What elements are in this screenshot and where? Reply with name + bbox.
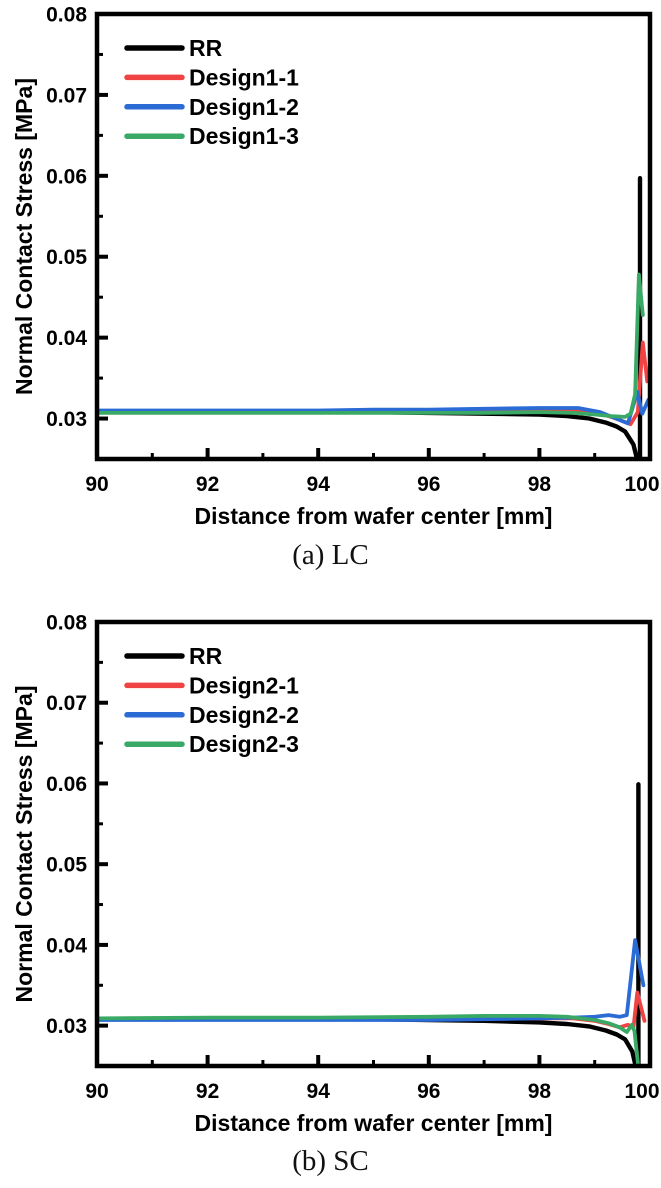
- series-line-RR: [97, 782, 641, 1066]
- plot-area: [97, 782, 647, 1066]
- x-tick-label: 90: [85, 473, 108, 496]
- series-line-Design1-2: [97, 389, 650, 426]
- caption-lc: (a) LC: [292, 539, 369, 571]
- y-tick-label: 0.07: [46, 692, 87, 715]
- axes-box: [94, 619, 653, 1069]
- y-tick-label: 0.04: [46, 934, 87, 957]
- legend-item-Design2-2: Design2-2: [189, 702, 299, 728]
- chart-lc-canvas: 90 92 94 96 98 100 0.03 0.04 0.05 0.06 0.07 0.08 Dis…: [11, 4, 660, 530]
- chart-sc-canvas: 90 92 94 96 98 100 0.03 0.04 0.05 0.06 0.07 0.08 Dis…: [11, 612, 660, 1137]
- y-tick-label: 0.04: [46, 327, 87, 350]
- y-axis-label: Normal Contact Stress [MPa]: [11, 686, 37, 1003]
- series-line-RR: [97, 175, 643, 459]
- legend-item-RR: RR: [189, 35, 223, 61]
- y-tick-label: 0.06: [46, 773, 87, 796]
- x-tick-label: 94: [307, 473, 331, 496]
- x-tick-label: 92: [196, 473, 219, 496]
- x-tick-label: 92: [196, 1080, 219, 1103]
- y-tick-label: 0.08: [46, 4, 87, 27]
- x-tick-label: 100: [624, 1080, 659, 1103]
- series-line-Design1-3: [97, 272, 645, 419]
- plot-area: [97, 175, 650, 459]
- x-tick-label: 94: [307, 1080, 331, 1103]
- x-tick-label: 98: [528, 1080, 552, 1103]
- legend-item-Design1-2: Design1-2: [189, 94, 299, 120]
- y-tick-label: 0.07: [46, 84, 87, 107]
- y-axis-label: Normal Contact Stress [MPa]: [11, 78, 37, 395]
- legend-item-RR: RR: [189, 643, 223, 669]
- series-line-Design2-3: [97, 1014, 640, 1066]
- legend-item-Design2-1: Design2-1: [189, 672, 299, 698]
- x-axis-label: Distance from wafer center [mm]: [195, 1110, 553, 1136]
- x-tick-label: 98: [528, 473, 552, 496]
- y-tick-label: 0.03: [46, 408, 87, 431]
- x-tick-label: 96: [417, 1080, 440, 1103]
- x-tick-label: 100: [624, 473, 659, 496]
- x-tick-label: 90: [85, 1080, 108, 1103]
- legend-item-Design2-3: Design2-3: [189, 731, 299, 757]
- caption-sc: (b) SC: [292, 1145, 369, 1177]
- y-tick-label: 0.05: [46, 854, 87, 877]
- axes-box: [94, 11, 653, 462]
- y-tick-label: 0.08: [46, 612, 87, 635]
- series-line-Design2-2: [97, 938, 646, 1022]
- x-axis-label: Distance from wafer center [mm]: [195, 503, 553, 529]
- y-tick-label: 0.06: [46, 165, 87, 188]
- y-tick-label: 0.05: [46, 246, 87, 269]
- y-tick-label: 0.03: [46, 1015, 87, 1038]
- legend-item-Design1-3: Design1-3: [189, 123, 299, 149]
- x-tick-label: 96: [417, 473, 440, 496]
- legend-item-Design1-1: Design1-1: [189, 64, 299, 90]
